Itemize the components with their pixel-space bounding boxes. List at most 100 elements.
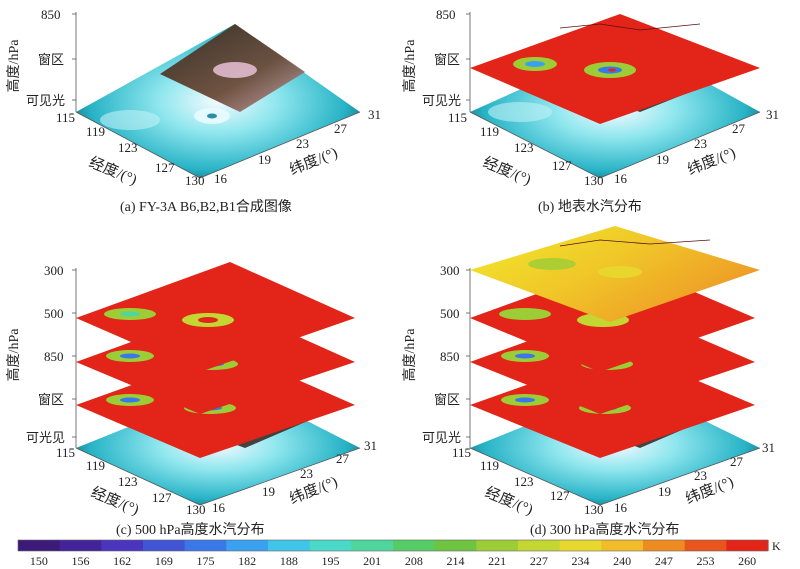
vertical-tick-label: 500 [44, 306, 64, 321]
latitude-tick-label: 16 [614, 500, 628, 515]
panel-caption: (a) FY-3A B6,B2,B1合成图像 [120, 199, 292, 215]
colorbar-tick-label: 162 [113, 554, 131, 568]
colorbar-segment [434, 540, 477, 551]
longitude-axis-line [469, 447, 601, 506]
panel-c: 300 500 850 窗区 可光见 高度/hPa 115 119 123 12… [5, 262, 377, 538]
latitude-tick-label: 31 [762, 440, 775, 455]
latitude-tick-label: 27 [336, 451, 350, 466]
latitude-tick-label: 27 [334, 121, 348, 136]
longitude-tick-label: 130 [185, 173, 205, 188]
vertical-tick-label: 窗区 [38, 392, 64, 407]
vapor-feature [499, 308, 551, 320]
colorbar-tick-label: 156 [72, 554, 90, 568]
longitude-tick-label: 127 [552, 158, 572, 173]
latitude-tick-label: 27 [730, 454, 744, 469]
longitude-tick-label: 123 [514, 474, 534, 489]
colorbar-frame [17, 539, 769, 552]
colorbar-segment [226, 540, 269, 551]
longitude-tick-label: 123 [514, 140, 534, 155]
longitude-tick-label: 130 [186, 502, 206, 517]
vertical-tick-label: 500 [440, 306, 460, 321]
latitude-tick-label: 23 [296, 136, 309, 151]
colorbar-segment [59, 540, 102, 551]
longitude-tick-label: 127 [152, 490, 172, 505]
colorbar-tick-label: 188 [280, 554, 298, 568]
latitude-axis-line [599, 111, 761, 179]
longitude-tick-label: 127 [155, 160, 175, 175]
vapor-feature [515, 353, 535, 359]
vertical-tick-label: 300 [44, 263, 64, 278]
colorbar-segment [143, 540, 186, 551]
longitude-tick-label: 130 [584, 173, 604, 188]
latitude-tick-label: 23 [694, 468, 707, 483]
latitude-axis-line [199, 111, 361, 179]
longitude-tick-label: 119 [86, 458, 105, 473]
latitude-tick-label: 19 [258, 152, 271, 167]
longitude-tick-label: 127 [550, 488, 570, 503]
coastline [559, 23, 701, 31]
colorbar-tick-label: 247 [655, 554, 673, 568]
colorbar-tick-label: 221 [488, 554, 506, 568]
colorbar-tick-label: 201 [363, 554, 381, 568]
longitude-tick-label: 115 [56, 110, 75, 125]
colorbar-segment [518, 540, 561, 551]
latitude-tick-label: 31 [364, 438, 377, 453]
colorbar-segment [559, 540, 602, 551]
vertical-axis-label: 高度/hPa [5, 328, 22, 382]
latitude-tick-label: 19 [656, 152, 669, 167]
colorbar-segment [268, 540, 311, 551]
vertical-axis-label: 高度/hPa [5, 39, 22, 93]
latitude-tick-label: 31 [368, 107, 381, 122]
longitude-axis-label: 经度/(°) [89, 484, 142, 519]
latitude-tick-label: 31 [766, 107, 779, 122]
colorbar-tick-label: 150 [30, 554, 48, 568]
colorbar-segment [309, 540, 352, 551]
vapor-feature [608, 68, 616, 72]
vapor-feature [120, 397, 140, 403]
panel-caption: (b) 地表水汽分布 [538, 199, 642, 215]
cloud-patch [100, 110, 160, 130]
colorbar-unit: K [772, 539, 781, 553]
latitude-tick-label: 23 [300, 466, 313, 481]
latitude-tick-label: 19 [658, 484, 671, 499]
cloud-patch [213, 62, 257, 78]
colorbar-tick-label: 253 [697, 554, 715, 568]
colorbar-segment [601, 540, 644, 551]
colorbar-segment [351, 540, 394, 551]
vapor-feature [525, 61, 545, 67]
longitude-axis-line [75, 111, 201, 179]
vertical-tick-label: 300 [440, 263, 460, 278]
vapor-feature [598, 266, 642, 278]
vertical-axis-label: 高度/hPa [401, 39, 418, 93]
vertical-tick-label: 窗区 [434, 392, 460, 407]
colorbar-tick-label: 175 [197, 554, 215, 568]
colorbar-segment [184, 540, 227, 551]
vertical-axis-label: 高度/hPa [401, 328, 418, 382]
vertical-tick-label: 可见光 [422, 430, 461, 445]
colorbar: 150 156 162 169 175 182 188 195 201 208 214 221 227 2… [17, 539, 781, 568]
colorbar-tick-label: 169 [155, 554, 173, 568]
longitude-tick-label: 119 [480, 124, 499, 139]
vapor-feature [528, 258, 576, 270]
colorbar-segment [476, 540, 519, 551]
vertical-tick-label: 850 [436, 7, 456, 22]
colorbar-segment [643, 540, 686, 551]
colorbar-segments [18, 540, 769, 551]
longitude-tick-label: 123 [118, 474, 138, 489]
vapor-feature [515, 397, 535, 403]
latitude-axis-line [599, 447, 761, 506]
panel-a: 850 窗区 可见光 高度/hPa 115 119 123 127 130 经度… [5, 7, 381, 215]
latitude-axis-label: 纬度/(°) [683, 473, 736, 508]
colorbar-tick-label: 214 [447, 554, 465, 568]
vertical-tick-label: 可光见 [26, 430, 65, 445]
longitude-tick-label: 115 [452, 445, 471, 460]
latitude-tick-label: 23 [694, 136, 707, 151]
colorbar-tick-label: 182 [238, 554, 256, 568]
typhoon-eye-core [207, 113, 217, 119]
colorbar-segment [101, 540, 144, 551]
longitude-axis-label: 经度/(°) [87, 154, 140, 189]
vertical-tick-label: 可见光 [26, 93, 65, 108]
latitude-axis-label: 纬度/(°) [287, 473, 340, 508]
latitude-tick-label: 19 [262, 484, 275, 499]
vertical-tick-label: 窗区 [434, 52, 460, 67]
